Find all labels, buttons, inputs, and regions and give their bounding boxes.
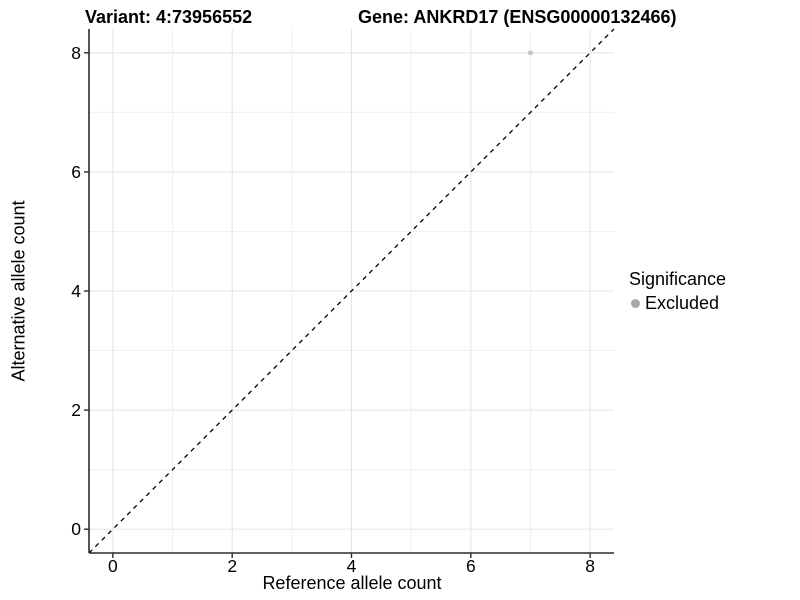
- identity-line: [88, 28, 615, 554]
- y-axis-title: Alternative allele count: [8, 200, 29, 382]
- x-axis-title: Reference allele count: [262, 573, 442, 593]
- plot-title-variant: Variant: 4:73956552: [85, 7, 253, 27]
- legend-title: Significance: [629, 269, 727, 289]
- y-tick-label: 4: [71, 281, 81, 301]
- excluded-point-swatch-icon: [631, 299, 640, 308]
- legend: Significance Excluded: [629, 269, 726, 314]
- y-tick-label: 6: [71, 162, 81, 182]
- x-tick-label: 2: [227, 556, 237, 576]
- x-tick-label: 8: [585, 556, 595, 576]
- y-tick-label: 8: [71, 43, 81, 63]
- x-tick-label: 4: [347, 556, 357, 576]
- x-tick-label: 6: [466, 556, 476, 576]
- legend-item-label: Excluded: [645, 293, 720, 313]
- data-point-excluded: [527, 50, 534, 56]
- y-tick-label: 0: [71, 519, 81, 539]
- x-tick-label: 0: [108, 556, 118, 576]
- plot-title-gene: Gene: ANKRD17 (ENSG00000132466): [358, 7, 677, 27]
- legend-item-excluded: Excluded: [629, 293, 726, 314]
- y-tick-label: 2: [71, 400, 81, 420]
